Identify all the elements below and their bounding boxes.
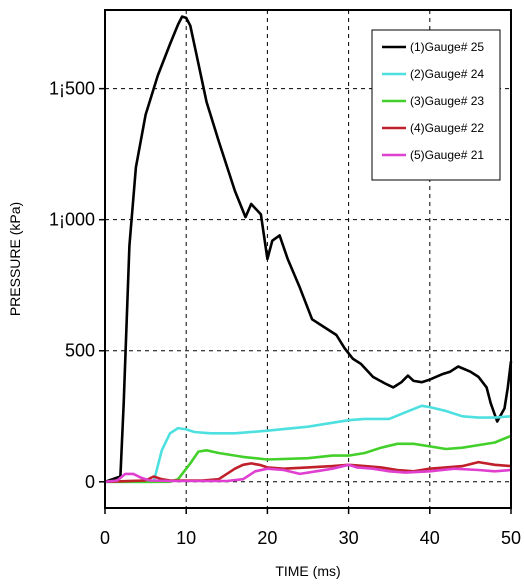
- x-tick-label: 0: [100, 528, 110, 548]
- y-tick-label: 1¡500: [49, 79, 95, 99]
- x-tick-label: 30: [339, 528, 359, 548]
- y-axis-title: PRESSURE (kPa): [7, 202, 23, 316]
- legend-label: (5)Gauge# 21: [410, 148, 484, 162]
- legend-label: (4)Gauge# 22: [410, 121, 484, 135]
- x-axis-title: TIME (ms): [275, 563, 340, 579]
- series-lines: [104, 15, 513, 484]
- y-tick-label: 0: [85, 472, 95, 492]
- legend-label: (2)Gauge# 24: [410, 67, 484, 81]
- x-tick-label: 20: [257, 528, 277, 548]
- legend: (1)Gauge# 25 (2)Gauge# 24 (3)Gauge# 23 (4)G…: [371, 29, 501, 181]
- legend-label: (1)Gauge# 25: [410, 40, 484, 54]
- series-line: [104, 463, 512, 484]
- x-tick-label: 10: [176, 528, 196, 548]
- y-tick-label: 500: [65, 341, 95, 361]
- legend-label: (3)Gauge# 23: [410, 94, 484, 108]
- x-tick-label: 40: [420, 528, 440, 548]
- y-tick-label: 1¡000: [49, 210, 95, 230]
- x-tick-label: 50: [501, 528, 521, 548]
- series-line: [105, 434, 512, 484]
- series-line: [105, 404, 512, 484]
- plot-frame: [104, 9, 512, 509]
- series-line: [104, 15, 513, 484]
